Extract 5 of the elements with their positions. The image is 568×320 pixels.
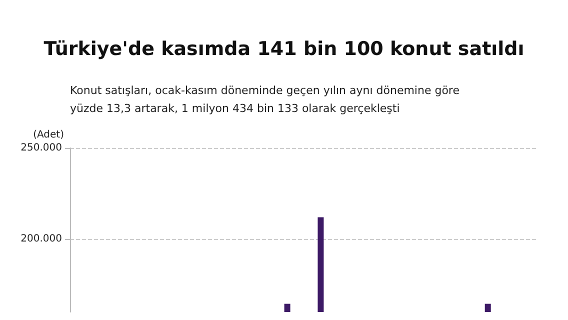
y-tick-label: 250.000: [20, 142, 62, 154]
y-tick-label: 200.000: [20, 234, 62, 245]
y-axis-title: (Adet): [33, 130, 64, 140]
chart-title: Türkiye'de kasımda 141 bin 100 konut satıldı: [42, 38, 526, 60]
chart-subtitle: Konut satışları, ocak-kasım döneminde geçen yılın aynı dönemine göre yüzde 13,3 artarak, 1 milyon 434 bin 133 olarak gerçekleşti: [70, 83, 460, 117]
